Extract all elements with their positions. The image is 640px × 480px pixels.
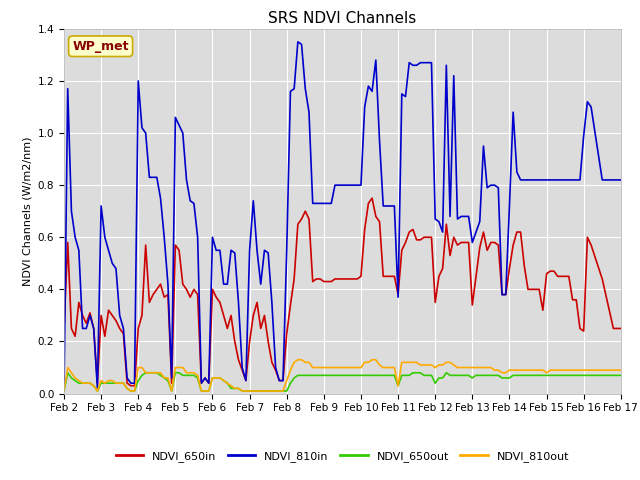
NDVI_810out: [190, 370, 198, 376]
NDVI_810out: [60, 388, 68, 394]
Line: NDVI_810in: NDVI_810in: [64, 42, 621, 391]
Line: NDVI_650in: NDVI_650in: [64, 198, 621, 386]
NDVI_650in: [335, 276, 342, 282]
NDVI_810out: [335, 365, 342, 371]
NDVI_810in: [335, 182, 342, 188]
NDVI_650out: [198, 388, 205, 394]
NDVI_650in: [127, 383, 134, 389]
NDVI_810in: [617, 177, 625, 183]
Text: WP_met: WP_met: [72, 40, 129, 53]
NDVI_650out: [216, 375, 224, 381]
NDVI_650in: [617, 325, 625, 331]
NDVI_810in: [380, 203, 387, 209]
NDVI_810out: [124, 385, 131, 391]
Y-axis label: NDVI Channels (W/m2/nm): NDVI Channels (W/m2/nm): [22, 136, 32, 286]
NDVI_650in: [194, 292, 202, 298]
NDVI_650out: [617, 372, 625, 378]
NDVI_650out: [60, 388, 68, 394]
NDVI_810in: [124, 375, 131, 381]
NDVI_650out: [64, 370, 72, 376]
NDVI_810in: [294, 39, 301, 45]
NDVI_810out: [380, 365, 387, 371]
NDVI_650in: [198, 380, 205, 386]
NDVI_810in: [60, 388, 68, 394]
NDVI_650out: [194, 375, 202, 381]
NDVI_650in: [383, 274, 391, 279]
NDVI_650out: [335, 372, 342, 378]
NDVI_650in: [368, 195, 376, 201]
Line: NDVI_810out: NDVI_810out: [64, 360, 621, 391]
NDVI_810out: [617, 367, 625, 373]
NDVI_810out: [194, 372, 202, 378]
NDVI_650in: [124, 380, 131, 386]
NDVI_810out: [212, 375, 220, 381]
NDVI_810in: [212, 247, 220, 253]
NDVI_810out: [294, 357, 301, 362]
NDVI_650out: [380, 372, 387, 378]
NDVI_810in: [194, 234, 202, 240]
Line: NDVI_650out: NDVI_650out: [64, 373, 621, 391]
Title: SRS NDVI Channels: SRS NDVI Channels: [268, 11, 417, 26]
NDVI_810in: [190, 201, 198, 206]
NDVI_650out: [127, 388, 134, 394]
NDVI_650in: [60, 325, 68, 331]
NDVI_650in: [216, 300, 224, 305]
Legend: NDVI_650in, NDVI_810in, NDVI_650out, NDVI_810out: NDVI_650in, NDVI_810in, NDVI_650out, NDV…: [111, 446, 573, 467]
